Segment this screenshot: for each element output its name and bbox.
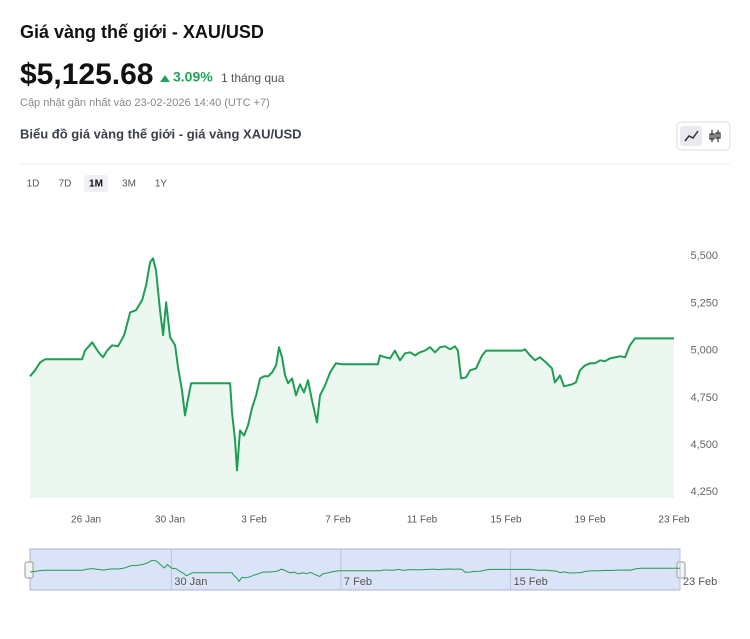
y-tick-label: 4,250 — [690, 486, 718, 498]
change: 3.09% — [173, 69, 213, 85]
price: $5,125.68 — [20, 58, 153, 91]
chart-title: Biểu đồ giá vàng thế giới - giá vàng XAU… — [20, 126, 302, 141]
price-line — [29, 257, 674, 472]
navigator-line — [29, 559, 680, 583]
candle-icon[interactable] — [709, 130, 721, 142]
range-buttons: 1D 7D 1M 3M 1Y — [27, 175, 168, 192]
range-button[interactable]: 1Y — [155, 179, 168, 190]
range-button[interactable]: 1M — [89, 179, 103, 190]
x-tick-label: 23 Feb — [658, 515, 690, 526]
range-button[interactable]: 3M — [122, 179, 136, 190]
x-tick-label: 7 Feb — [325, 515, 351, 526]
updated: Cập nhật gần nhất vào 23-02-2026 14:40 (… — [20, 97, 270, 109]
range-button[interactable]: 1D — [27, 179, 40, 190]
navigator-handle[interactable] — [676, 561, 686, 579]
x-tick-label: 26 Jan — [71, 515, 101, 526]
navigator-label: 15 Feb — [513, 576, 547, 588]
navigator-handle[interactable] — [24, 561, 34, 579]
navigator-label: 30 Jan — [174, 576, 207, 588]
line-mode-button[interactable] — [680, 126, 702, 146]
line-icon — [684, 130, 699, 142]
x-tick-label: 30 Jan — [155, 515, 185, 526]
navigator-label: 7 Feb — [344, 576, 372, 588]
y-tick-label: 5,250 — [690, 297, 718, 309]
range-button[interactable]: 7D — [59, 179, 72, 190]
x-tick-label: 15 Feb — [490, 515, 522, 526]
range-active-bg — [84, 175, 108, 192]
area — [30, 258, 674, 498]
page-title: Giá vàng thế giới - XAU/USD — [20, 22, 264, 42]
y-tick-label: 4,750 — [690, 392, 718, 404]
change-period: 1 tháng qua — [221, 71, 285, 85]
y-tick-label: 5,500 — [690, 250, 718, 262]
navigator-label: 23 Feb — [683, 576, 717, 588]
y-tick-label: 5,000 — [690, 345, 718, 357]
up-arrow — [160, 75, 170, 82]
x-tick-label: 11 Feb — [407, 515, 438, 526]
x-tick-label: 3 Feb — [241, 515, 267, 526]
y-tick-label: 4,500 — [690, 439, 718, 451]
x-tick-label: 19 Feb — [574, 515, 606, 526]
